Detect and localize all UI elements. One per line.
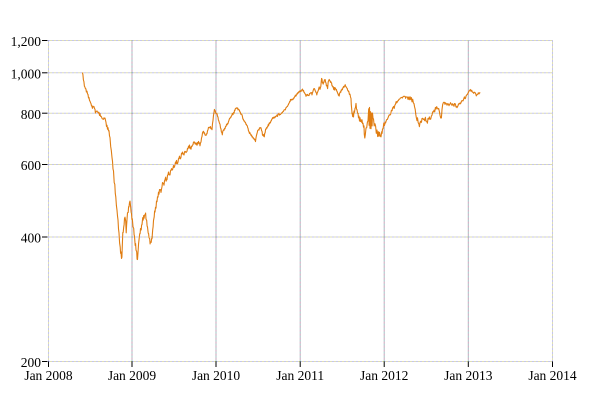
svg-text:Jan 2011: Jan 2011 — [276, 368, 324, 383]
svg-text:Jan 2008: Jan 2008 — [24, 368, 73, 383]
svg-text:1,200: 1,200 — [11, 34, 42, 49]
svg-text:1,000: 1,000 — [11, 67, 42, 82]
svg-text:Jan 2010: Jan 2010 — [192, 368, 241, 383]
svg-text:600: 600 — [21, 158, 42, 173]
svg-text:Jan 2009: Jan 2009 — [108, 368, 157, 383]
svg-text:Jan 2014: Jan 2014 — [528, 368, 577, 383]
svg-text:Jan 2012: Jan 2012 — [360, 368, 408, 383]
svg-text:Jan 2013: Jan 2013 — [444, 368, 493, 383]
svg-text:400: 400 — [21, 231, 42, 246]
svg-text:200: 200 — [21, 355, 42, 370]
svg-text:800: 800 — [21, 107, 42, 122]
